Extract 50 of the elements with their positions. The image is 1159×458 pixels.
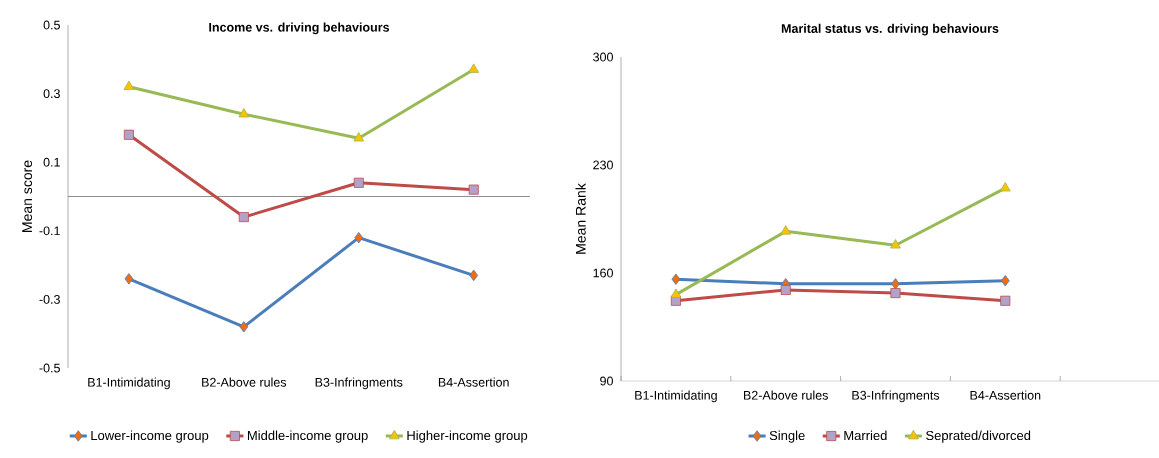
chart-title: Marital status vs. driving behaviours bbox=[781, 23, 999, 36]
y-tick-label: 90 bbox=[600, 376, 613, 386]
point bbox=[670, 288, 682, 298]
y-tick-label: -0.1 bbox=[39, 226, 60, 236]
x-tick-label: B1-Intimidating bbox=[635, 390, 717, 403]
y-tick-label: 230 bbox=[593, 160, 613, 170]
point bbox=[780, 225, 792, 235]
x-tick-label: B4-Assertion bbox=[970, 390, 1041, 400]
point bbox=[239, 321, 249, 333]
point bbox=[469, 269, 479, 282]
point bbox=[123, 129, 134, 140]
point bbox=[123, 80, 135, 90]
y-tick-label: 160 bbox=[593, 268, 613, 278]
point bbox=[468, 184, 479, 195]
y-tick-label: 0.5 bbox=[43, 20, 60, 30]
y-tick-label: 300 bbox=[593, 52, 613, 62]
legend-label: Middle-income group bbox=[247, 430, 368, 443]
y-tick-label: 0.3 bbox=[43, 89, 60, 99]
x-tick-label: B3-Infringments bbox=[852, 390, 940, 403]
point bbox=[999, 182, 1011, 192]
y-axis-title: Mean Rank bbox=[575, 183, 586, 254]
point bbox=[891, 278, 900, 290]
y-tick-label: -0.3 bbox=[39, 294, 60, 304]
point bbox=[1000, 295, 1011, 306]
point bbox=[124, 273, 134, 285]
legend-label: Higher-income group bbox=[407, 430, 528, 443]
x-tick-label: B2-Above rules bbox=[743, 390, 828, 400]
point bbox=[353, 177, 364, 188]
y-tick-label: 0.1 bbox=[43, 157, 60, 167]
legend-label: Lower-income group bbox=[91, 430, 209, 443]
legend-label: Married bbox=[844, 430, 887, 441]
legend-label: Seprated/divorced bbox=[926, 430, 1031, 443]
point bbox=[890, 288, 901, 299]
point bbox=[238, 108, 250, 118]
chart-title: Income vs. driving behaviours bbox=[209, 22, 390, 35]
point bbox=[353, 132, 365, 142]
x-tick-label: B1-Intimidating bbox=[88, 377, 170, 390]
point bbox=[238, 212, 249, 223]
legend-label: Single bbox=[769, 430, 805, 443]
point bbox=[671, 273, 681, 285]
x-tick-label: B2-Above rules bbox=[202, 377, 287, 387]
y-tick-label: -0.5 bbox=[39, 363, 60, 373]
point bbox=[1000, 275, 1010, 287]
point bbox=[354, 231, 364, 244]
point bbox=[780, 284, 791, 295]
x-tick-label: B3-Infringments bbox=[315, 377, 403, 390]
point bbox=[468, 63, 480, 73]
y-axis-title: Mean score bbox=[22, 160, 33, 232]
x-tick-label: B4-Assertion bbox=[438, 377, 509, 387]
point bbox=[890, 239, 901, 249]
